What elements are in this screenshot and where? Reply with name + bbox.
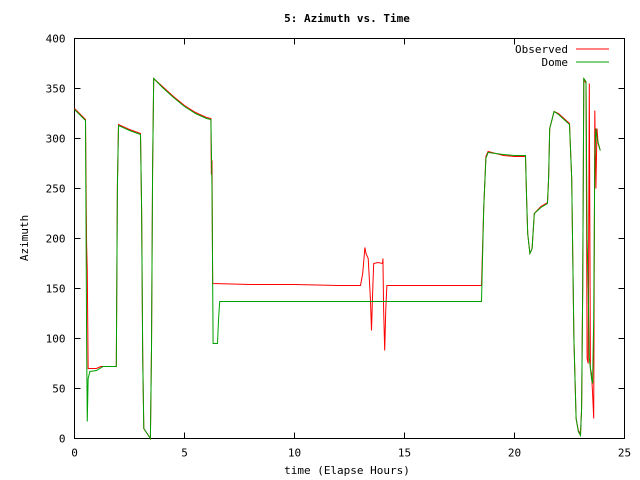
y-tick-label: 250 — [46, 183, 66, 196]
x-tick-label: 20 — [508, 447, 521, 460]
x-tick-label: 5 — [181, 447, 188, 460]
y-tick-label: 200 — [46, 233, 66, 246]
x-tick-label: 15 — [398, 447, 411, 460]
y-tick-label: 400 — [46, 33, 66, 46]
y-axis-label: Azimuth — [18, 215, 31, 261]
x-tick-label: 10 — [288, 447, 301, 460]
x-tick-label: 0 — [71, 447, 78, 460]
y-tick-label: 50 — [52, 383, 65, 396]
x-tick-label: 25 — [618, 447, 631, 460]
y-tick-label: 100 — [46, 333, 66, 346]
series-layer — [74, 76, 601, 441]
legend-label-observed: Observed — [515, 43, 568, 56]
chart-title: 5: Azimuth vs. Time — [284, 12, 410, 25]
legend-label-dome: Dome — [542, 56, 569, 69]
y-tick-label: 300 — [46, 133, 66, 146]
y-tick-label: 350 — [46, 83, 66, 96]
y-tick-label: 0 — [59, 433, 66, 446]
x-axis-label: time (Elapse Hours) — [284, 464, 410, 477]
series-line-dome — [74, 76, 601, 441]
y-tick-label: 150 — [46, 283, 66, 296]
